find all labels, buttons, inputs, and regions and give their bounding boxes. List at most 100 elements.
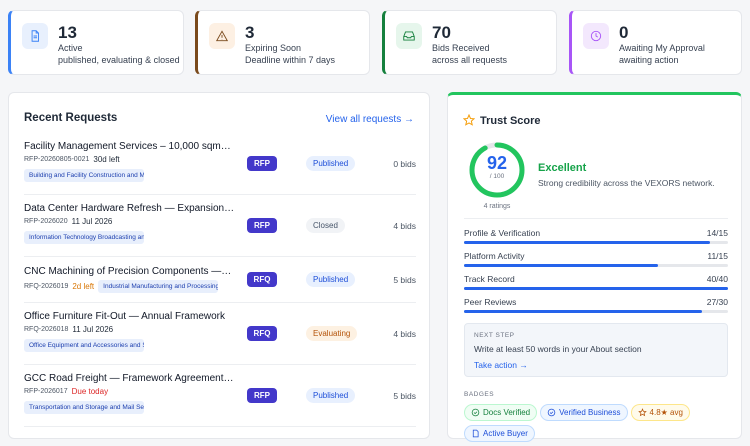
rating: Excellent xyxy=(538,162,587,174)
request-row[interactable]: CNC Machining of Precision Components —…… xyxy=(24,257,416,303)
tag-wrap: Information Technology Broadcasting and … xyxy=(24,230,244,249)
metric-bar xyxy=(464,241,711,244)
category-tag: Information Technology Broadcasting and … xyxy=(24,230,144,244)
metric-name: Peer Reviews xyxy=(464,297,517,307)
panel-title: Trust Score xyxy=(480,115,541,127)
request-row[interactable]: Data Center Hardware Refresh — Expansion… xyxy=(24,195,416,257)
stat-label: Awaiting My Approval xyxy=(619,43,705,53)
icon xyxy=(403,31,415,41)
request-meta: RFQ-2026018 11 Jul 2026 xyxy=(24,325,244,334)
stat-icon xyxy=(22,23,48,49)
category-tag: Office Equipment and Accessories and Sup… xyxy=(24,338,144,352)
metric-bar xyxy=(464,287,728,290)
request-meta: RFQ-2026019 2d left Industrial Manufacturi… xyxy=(24,280,244,293)
category-tag: Transportation and Storage and Mail Serv… xyxy=(24,400,144,414)
request-info: Facility Management Services – 10,000 sq… xyxy=(24,141,244,187)
stat-value: 3 xyxy=(245,23,255,42)
stat-label: Active xyxy=(58,43,83,53)
stat-card: 13 Active published, evaluating & closed xyxy=(8,10,184,75)
status-pill: Published xyxy=(306,156,356,171)
metric-name: Platform Activity xyxy=(464,251,525,261)
request-title: Office Furniture Fit-Out — Annual Framew… xyxy=(24,310,225,322)
request-when: 2d left xyxy=(72,282,95,291)
metric-value: 14/15 xyxy=(706,228,728,238)
type-badge: RFP xyxy=(247,388,277,403)
badge: Docs Verified xyxy=(464,404,538,421)
metric-bar xyxy=(464,310,702,313)
metric-track xyxy=(464,241,728,244)
type-badge: RFP xyxy=(247,156,277,171)
request-info: Data Center Hardware Refresh — Expansion… xyxy=(24,203,244,249)
request-info: CNC Machining of Precision Components —…… xyxy=(24,266,244,293)
request-row[interactable]: Facility Management Services – 10,000 sq… xyxy=(24,133,416,195)
category-tag: Building and Facility Construction and M… xyxy=(24,168,144,182)
bid-count: 5 bids xyxy=(393,274,416,285)
request-title: Data Center Hardware Refresh — Expansion… xyxy=(24,202,235,214)
request-meta: RFP-2026020 11 Jul 2026 xyxy=(24,217,244,226)
view-all-link[interactable]: View all requests → xyxy=(325,114,414,125)
star-icon xyxy=(463,114,475,126)
bid-count: 4 bids xyxy=(393,328,416,339)
stat-value: 0 xyxy=(619,23,629,42)
status-pill: Published xyxy=(306,388,356,403)
metric-value: 40/40 xyxy=(706,274,728,284)
tag-wrap: Office Equipment and Accessories and Sup… xyxy=(24,338,244,357)
badges: Docs Verified Verified Business 4.8★ avg Ac… xyxy=(464,404,734,446)
metric-name: Track Record xyxy=(464,274,515,284)
tag-wrap: Building and Facility Construction and M… xyxy=(24,168,244,187)
metric-value: 27/30 xyxy=(706,297,728,307)
request-meta: RFP-2026017 Due today xyxy=(24,387,244,396)
metric-name: Profile & Verification xyxy=(464,228,541,238)
next-step-text: Write at least 50 words in your About se… xyxy=(474,344,642,354)
status-pill: Closed xyxy=(306,218,345,233)
badge-text: 4.8★ avg xyxy=(649,408,683,417)
metric-track xyxy=(464,310,728,313)
stat-sub: published, evaluating & closed xyxy=(58,55,180,65)
bid-count: 0 bids xyxy=(393,158,416,169)
request-when: 11 Jul 2026 xyxy=(72,324,114,334)
badge-icon xyxy=(637,408,647,417)
stat-label: Expiring Soon xyxy=(245,43,302,53)
stat-sub: Deadline within 7 days xyxy=(245,55,336,65)
request-when: Due today xyxy=(71,386,109,396)
stat-sub: awaiting action xyxy=(619,55,679,65)
request-title: Facility Management Services – 10,000 sq… xyxy=(24,140,231,152)
rating-desc: Strong credibility across the VEXORS net… xyxy=(538,178,715,188)
category-tag: Industrial Manufacturing and Processing … xyxy=(98,280,219,293)
type-badge: RFQ xyxy=(247,272,277,287)
trust-score-panel: Trust Score 92 / 100 Excellent Strong cr… xyxy=(447,92,742,442)
badge: Active Buyer xyxy=(464,425,535,442)
type-badge: RFP xyxy=(247,218,277,233)
badge-icon xyxy=(547,408,556,417)
badge: 4.8★ avg xyxy=(630,404,690,421)
panel-title: Recent Requests xyxy=(24,112,118,124)
request-when: 11 Jul 2026 xyxy=(71,216,113,226)
status-pill: Published xyxy=(306,272,356,287)
request-id: RFP-20260805-0021 xyxy=(24,155,90,163)
take-action-link[interactable]: Take action → xyxy=(474,360,528,370)
request-title: CNC Machining of Precision Components —… xyxy=(24,266,232,277)
stat-card: 0 Awaiting My Approval awaiting action xyxy=(569,10,742,75)
score-value: 92 xyxy=(486,153,508,173)
status-pill: Evaluating xyxy=(306,326,358,341)
metric-track xyxy=(464,264,728,267)
badge-icon xyxy=(471,408,480,417)
badges-heading: BADGES xyxy=(464,391,495,398)
icon xyxy=(590,30,602,42)
badge-text: Active Buyer xyxy=(483,429,528,438)
request-row[interactable]: GCC Road Freight — Framework Agreement… R… xyxy=(24,365,416,427)
request-id: RFP-2026017 xyxy=(24,387,68,395)
metric-value: 11/15 xyxy=(707,251,728,261)
request-id: RFP-2026020 xyxy=(24,217,68,225)
ratings-count: 4 ratings xyxy=(483,203,511,210)
stat-sub: across all requests xyxy=(432,55,508,65)
badge-text: Docs Verified xyxy=(483,408,531,417)
next-step-heading: NEXT STEP xyxy=(474,332,515,339)
score-max: / 100 xyxy=(489,173,505,180)
request-row[interactable]: Office Furniture Fit-Out — Annual Framew… xyxy=(24,303,416,365)
badge: Verified Business xyxy=(540,404,628,421)
ring-progress xyxy=(469,142,525,198)
stat-value: 70 xyxy=(432,23,451,42)
metric-bar xyxy=(464,264,658,267)
